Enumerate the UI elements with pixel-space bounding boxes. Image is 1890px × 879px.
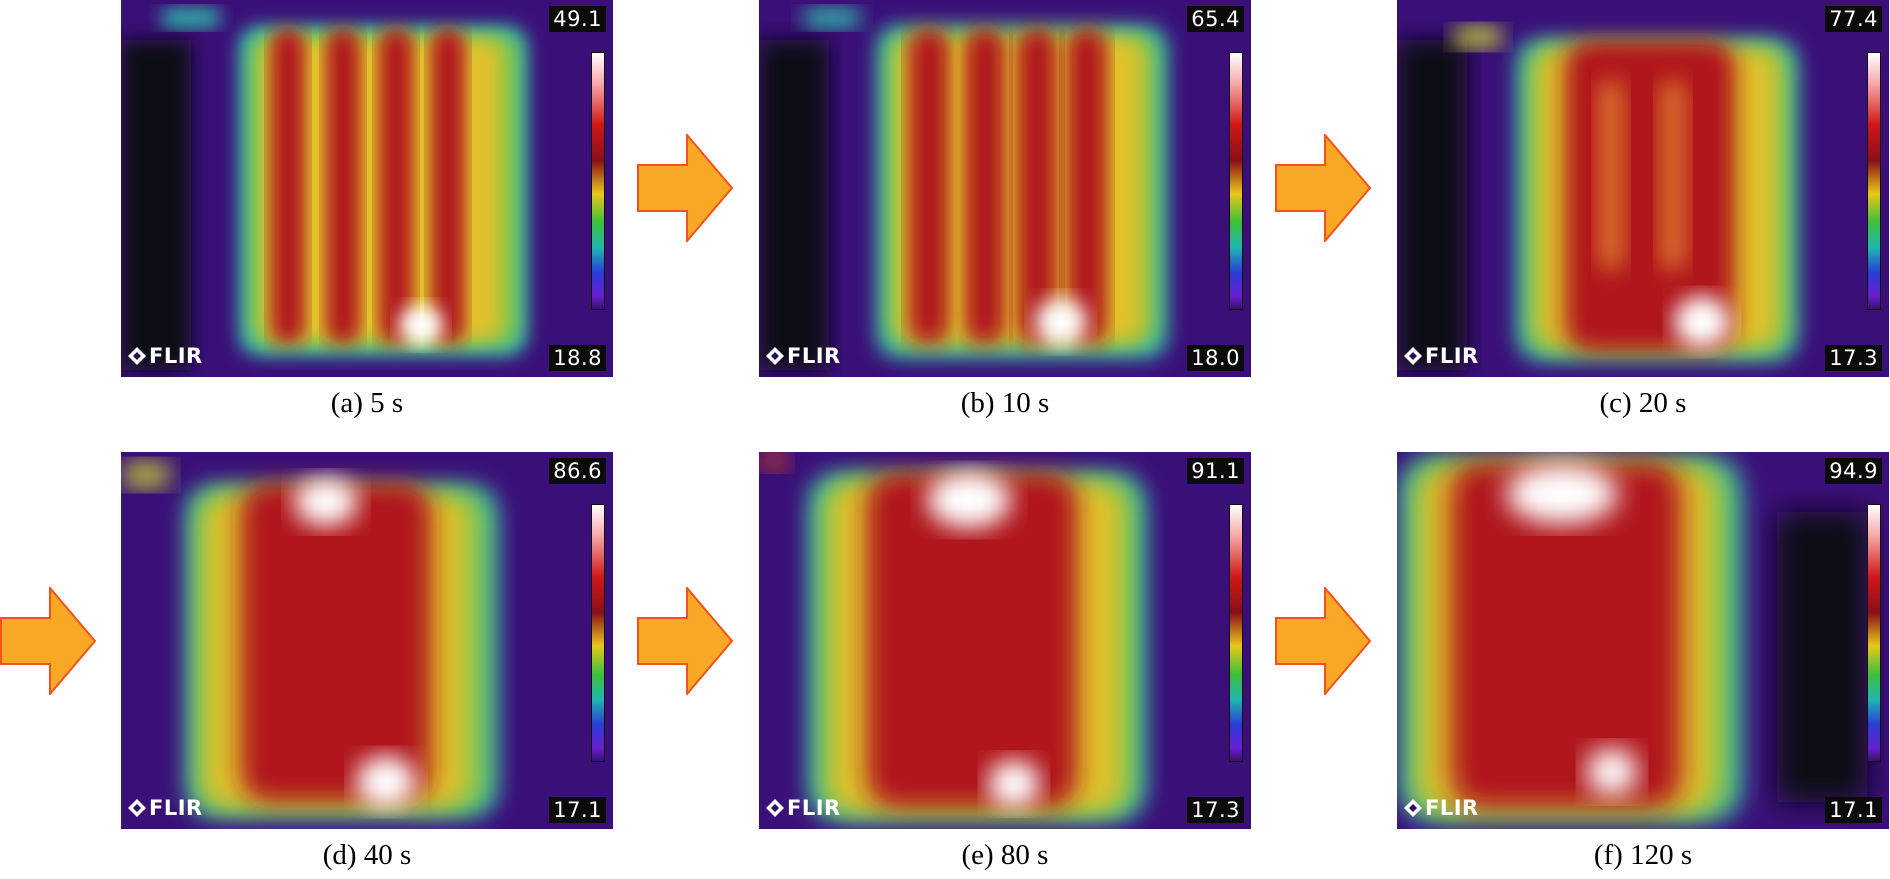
thermal-image-d: 86.6 17.1 FLIR	[121, 452, 613, 829]
flir-logo-text: FLIR	[1425, 344, 1479, 368]
heatmap-e	[759, 452, 1251, 829]
thermal-panel-d: 86.6 17.1 FLIR (d) 40 s	[121, 452, 613, 871]
flir-logo-text: FLIR	[149, 344, 203, 368]
thermal-panel-f: 94.9 17.1 FLIR (f) 120 s	[1397, 452, 1889, 871]
min-temperature-label: 18.8	[549, 345, 606, 371]
panel-caption: (e) 80 s	[961, 839, 1049, 871]
flir-diamond-icon	[128, 347, 146, 365]
arrow-right-icon	[1275, 134, 1371, 242]
flir-diamond-icon	[1404, 799, 1422, 817]
flir-diamond-icon	[128, 799, 146, 817]
panel-caption: (d) 40 s	[322, 839, 412, 871]
panel-caption: (c) 20 s	[1599, 387, 1687, 419]
thermal-panel-a: 49.1 18.8 FLIR (a) 5 s	[121, 0, 613, 419]
min-temperature-label: 17.1	[549, 797, 606, 823]
max-temperature-label: 77.4	[1825, 6, 1882, 32]
temperature-scale-bar	[591, 52, 605, 310]
thermal-panel-c: 77.4 17.3 FLIR (c) 20 s	[1397, 0, 1889, 419]
thermal-image-c: 77.4 17.3 FLIR	[1397, 0, 1889, 377]
min-temperature-label: 17.3	[1187, 797, 1244, 823]
arrow-shape	[1275, 134, 1371, 242]
temperature-scale-bar	[1229, 504, 1243, 762]
arrow-shape	[637, 587, 733, 695]
max-temperature-label: 86.6	[549, 458, 606, 484]
arrow-right-icon	[637, 134, 733, 242]
min-temperature-label: 18.0	[1187, 345, 1244, 371]
arrow-right-icon	[0, 587, 96, 695]
arrow-shape	[0, 587, 96, 695]
thermal-image-b: 65.4 18.0 FLIR	[759, 0, 1251, 377]
arrow-shape	[637, 134, 733, 242]
min-temperature-label: 17.1	[1825, 797, 1882, 823]
thermal-image-e: 91.1 17.3 FLIR	[759, 452, 1251, 829]
arrow-shape	[1275, 587, 1371, 695]
heatmap-a	[121, 0, 613, 377]
max-temperature-label: 94.9	[1825, 458, 1882, 484]
max-temperature-label: 65.4	[1187, 6, 1244, 32]
max-temperature-label: 49.1	[549, 6, 606, 32]
thermal-image-a: 49.1 18.8 FLIR	[121, 0, 613, 377]
heatmap-b	[759, 0, 1251, 377]
panel-caption: (a) 5 s	[330, 387, 404, 419]
flir-logo-text: FLIR	[787, 344, 841, 368]
min-temperature-label: 17.3	[1825, 345, 1882, 371]
arrow-right-icon	[1275, 587, 1371, 695]
flir-diamond-icon	[1404, 347, 1422, 365]
flir-logo: FLIR	[1403, 795, 1479, 821]
thermal-image-f: 94.9 17.1 FLIR	[1397, 452, 1889, 829]
flir-diamond-icon	[766, 347, 784, 365]
temperature-scale-bar	[1867, 504, 1881, 762]
arrow-right-icon	[637, 587, 733, 695]
temperature-scale-bar	[1229, 52, 1243, 310]
flir-logo-text: FLIR	[787, 796, 841, 820]
flir-logo: FLIR	[127, 795, 203, 821]
heatmap-d	[121, 452, 613, 829]
max-temperature-label: 91.1	[1187, 458, 1244, 484]
flir-logo: FLIR	[765, 795, 841, 821]
panel-caption: (f) 120 s	[1593, 839, 1693, 871]
flir-logo: FLIR	[1403, 343, 1479, 369]
flir-logo-text: FLIR	[1425, 796, 1479, 820]
heatmap-f	[1397, 452, 1889, 829]
flir-logo: FLIR	[127, 343, 203, 369]
flir-diamond-icon	[766, 799, 784, 817]
thermal-panel-b: 65.4 18.0 FLIR (b) 10 s	[759, 0, 1251, 419]
temperature-scale-bar	[1867, 52, 1881, 310]
flir-logo: FLIR	[765, 343, 841, 369]
flir-logo-text: FLIR	[149, 796, 203, 820]
panel-caption: (b) 10 s	[960, 387, 1050, 419]
heatmap-c	[1397, 0, 1889, 377]
temperature-scale-bar	[591, 504, 605, 762]
thermal-panel-e: 91.1 17.3 FLIR (e) 80 s	[759, 452, 1251, 871]
